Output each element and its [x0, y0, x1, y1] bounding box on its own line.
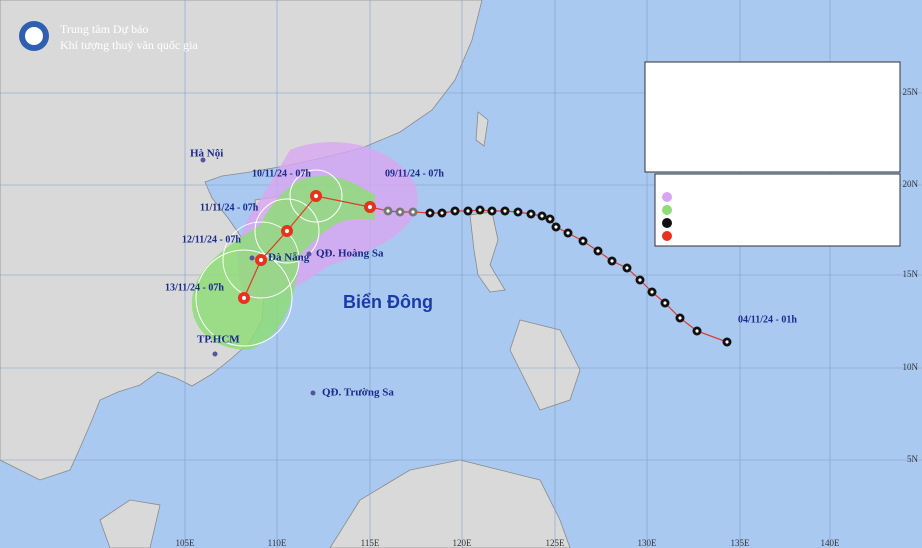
place-label: QĐ. Hoàng Sa — [316, 248, 384, 260]
storm-eye — [678, 316, 682, 320]
storm-eye — [466, 209, 470, 213]
logo-inner — [25, 27, 43, 45]
place-dot — [212, 351, 218, 357]
lon-label: 105E — [176, 538, 196, 548]
track-symbols — [238, 190, 732, 347]
track-label: 13/11/24 - 07h — [165, 282, 224, 293]
storm-eye — [440, 211, 444, 215]
lon-label: 125E — [546, 538, 566, 548]
legend-swatch — [662, 218, 672, 228]
storm-eye — [386, 209, 390, 213]
place-dot — [306, 251, 312, 257]
lon-label: 115E — [361, 538, 380, 548]
lat-label: 20N — [903, 179, 919, 189]
storm-eye — [725, 340, 729, 344]
storm-eye — [258, 257, 264, 263]
storm-eye — [516, 210, 520, 214]
storm-eye — [663, 301, 667, 305]
info-box — [644, 61, 901, 173]
storm-eye — [367, 204, 373, 210]
track-label: 12/11/24 - 07h — [182, 234, 241, 245]
storm-eye — [548, 217, 552, 221]
storm-eye — [241, 295, 247, 301]
track-label: 04/11/24 - 01h — [738, 314, 797, 325]
legend-swatch — [662, 231, 672, 241]
forecast-circles — [195, 169, 343, 347]
storm-eye — [596, 249, 600, 253]
header-line: Trung tâm Dự báo — [60, 22, 148, 36]
place-dot — [200, 157, 206, 163]
storm-eye — [581, 239, 585, 243]
storm-eye — [478, 208, 482, 212]
sea-label: Biển Đông — [343, 292, 433, 312]
storm-eye — [398, 210, 402, 214]
place-dot — [310, 390, 316, 396]
storm-eye — [695, 329, 699, 333]
storm-eye — [625, 266, 629, 270]
header-line: Khí tượng thuỷ văn quốc gia — [60, 38, 199, 52]
lon-label: 130E — [638, 538, 658, 548]
storm-eye — [610, 259, 614, 263]
storm-eye — [638, 278, 642, 282]
legend-swatch — [662, 205, 672, 215]
lon-label: 120E — [453, 538, 473, 548]
lon-label: 110E — [268, 538, 287, 548]
storm-eye — [453, 209, 457, 213]
lat-label: 10N — [903, 362, 919, 372]
storm-eye — [284, 228, 290, 234]
storm-eye — [566, 231, 570, 235]
place-label: Hà Nội — [190, 148, 223, 160]
storm-eye — [650, 290, 654, 294]
legend-box — [654, 173, 901, 247]
lon-label: 140E — [821, 538, 841, 548]
storm-eye — [428, 211, 432, 215]
track-label: 09/11/24 - 07h — [385, 168, 444, 179]
track-label: 11/11/24 - 07h — [200, 202, 259, 213]
storm-eye — [411, 210, 415, 214]
lon-label: 135E — [731, 538, 751, 548]
track-label: 10/11/24 - 07h — [252, 168, 311, 179]
place-dot — [249, 255, 255, 261]
legend-swatch — [662, 192, 672, 202]
storm-eye — [503, 209, 507, 213]
storm-eye — [529, 212, 533, 216]
storm-eye — [540, 214, 544, 218]
place-label: Đà Nẵng — [268, 252, 310, 264]
place-label: QĐ. Trường Sa — [322, 387, 394, 399]
storm-eye — [554, 225, 558, 229]
lat-label: 25N — [903, 87, 919, 97]
lat-label: 5N — [907, 454, 919, 464]
place-label: TP.HCM — [197, 334, 240, 346]
lat-label: 15N — [903, 269, 919, 279]
storm-eye — [313, 193, 319, 199]
storm-eye — [490, 209, 494, 213]
